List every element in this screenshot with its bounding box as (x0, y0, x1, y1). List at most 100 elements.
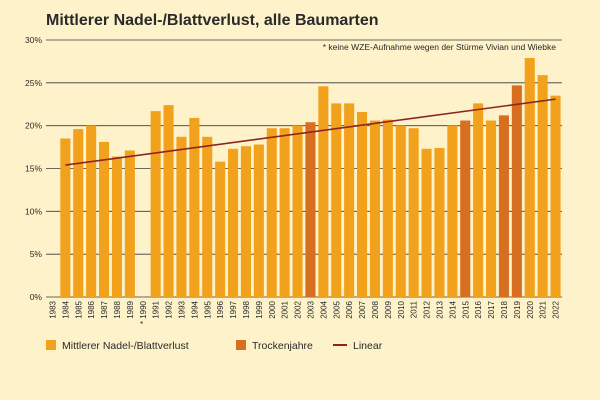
bar-2012 (421, 148, 432, 297)
x-tick-label: 1989 (126, 300, 135, 318)
bar-1991 (150, 111, 161, 297)
legend-drought-label: Trockenjahre (252, 340, 313, 352)
bar-2007 (357, 111, 368, 298)
bar-2017 (486, 120, 497, 297)
x-tick-label: 2011 (410, 300, 419, 318)
chart-note: * keine WZE-Aufnahme wegen der Stürme Vi… (323, 42, 557, 52)
bars-group (60, 57, 561, 298)
bar-1999 (253, 144, 264, 297)
trend-group (65, 98, 556, 166)
x-axis-ticks: 1983 1984 1985 1986 1987 1988 1989 * 1990 1991 19… (48, 300, 560, 324)
grid-lines (46, 39, 562, 298)
x-tick-label: 2021 (539, 300, 548, 318)
bar-1986 (86, 125, 97, 298)
bar-2008 (369, 120, 380, 297)
bar-2000 (266, 128, 277, 297)
x-tick-label: 1985 (74, 300, 83, 318)
x-tick-label: 2006 (345, 300, 354, 318)
x-tick-label: 1994 (190, 300, 199, 318)
x-tick-label: 2013 (435, 300, 444, 318)
x-tick-label: 2003 (306, 300, 315, 318)
x-tick-label: 2004 (319, 300, 328, 318)
x-tick-label: 1999 (255, 300, 264, 318)
y-axis-ticks: 0% 5% 10% 15% 20% 25% 30% (25, 35, 42, 302)
x-tick-label: 1996 (216, 300, 225, 318)
bar-2018 (498, 115, 509, 298)
y-tick-label: 20% (25, 121, 42, 131)
bar-2020 (524, 57, 535, 297)
x-tick-label: 2005 (332, 300, 341, 318)
bar-2006 (344, 103, 355, 297)
x-tick-label: 2010 (397, 300, 406, 318)
bar-1988 (111, 156, 122, 297)
bar-2014 (447, 125, 458, 298)
legend: Mittlerer Nadel-/Blattverlust Trockenjahr… (46, 340, 383, 352)
bar-2015 (460, 120, 471, 297)
x-tick-label: 1995 (203, 300, 212, 318)
x-tick-label: 2020 (526, 300, 535, 318)
legend-drought-swatch (236, 340, 246, 350)
x-tick-label: 2002 (294, 300, 303, 318)
bar-2004 (318, 86, 329, 297)
x-tick-label: 1998 (242, 300, 251, 318)
bar-2003 (305, 122, 316, 298)
bar-2021 (537, 75, 548, 297)
legend-trend-label: Linear (353, 340, 383, 352)
x-tick-label: 1983 (48, 300, 57, 318)
bar-2016 (473, 103, 484, 297)
bar-1992 (163, 105, 174, 298)
bar-2022 (550, 95, 561, 297)
x-tick-label: 2009 (384, 300, 393, 318)
bar-1994 (189, 117, 200, 297)
bar-2005 (331, 103, 342, 297)
x-tick-label: * 1990 (139, 300, 148, 324)
bar-1997 (228, 148, 239, 297)
x-tick-label: 1984 (61, 300, 70, 318)
x-tick-label: 2000 (268, 300, 277, 318)
x-tick-label: 2007 (358, 300, 367, 318)
x-tick-label: 1986 (87, 300, 96, 318)
x-tick-label: 2017 (487, 300, 496, 318)
bar-2001 (279, 128, 290, 297)
bar-2009 (382, 119, 393, 297)
bar-1995 (202, 136, 213, 297)
x-tick-label: 1988 (113, 300, 122, 318)
x-tick-label: 2016 (474, 300, 483, 318)
x-tick-label: 1987 (100, 300, 109, 318)
y-tick-label: 10% (25, 206, 42, 216)
y-tick-label: 0% (30, 292, 43, 302)
bar-2013 (434, 147, 445, 297)
x-tick-label: 2015 (461, 300, 470, 318)
x-tick-label: 2019 (513, 300, 522, 318)
y-tick-label: 25% (25, 78, 42, 88)
chart-title: Mittlerer Nadel-/Blattverlust, alle Baum… (46, 12, 379, 29)
bar-1989 (124, 150, 135, 297)
y-tick-label: 15% (25, 164, 42, 174)
trend-line (65, 98, 556, 166)
x-tick-label: 2018 (500, 300, 509, 318)
legend-regular-swatch (46, 340, 56, 350)
x-tick-label: 2022 (552, 300, 561, 318)
x-tick-label: 2001 (281, 300, 290, 318)
x-tick-label: 2008 (371, 300, 380, 318)
x-tick-label: 2014 (448, 300, 457, 318)
x-tick-label: 2012 (423, 300, 432, 318)
bar-2011 (408, 128, 419, 297)
x-tick-label: 1992 (165, 300, 174, 318)
y-tick-label: 30% (25, 35, 42, 45)
bar-2010 (395, 125, 406, 298)
x-tick-label: 1993 (177, 300, 186, 318)
bar-2002 (292, 125, 303, 298)
bar-1996 (215, 161, 226, 297)
bar-1984 (60, 138, 71, 297)
x-tick-label: 1997 (229, 300, 238, 318)
bar-1998 (240, 146, 251, 297)
bar-2019 (511, 85, 522, 297)
bar-1985 (73, 129, 84, 297)
y-tick-label: 5% (30, 249, 43, 259)
bar-1987 (99, 141, 110, 297)
legend-regular-label: Mittlerer Nadel-/Blattverlust (62, 340, 189, 352)
bar-1993 (176, 136, 187, 297)
x-tick-label: 1991 (152, 300, 161, 318)
